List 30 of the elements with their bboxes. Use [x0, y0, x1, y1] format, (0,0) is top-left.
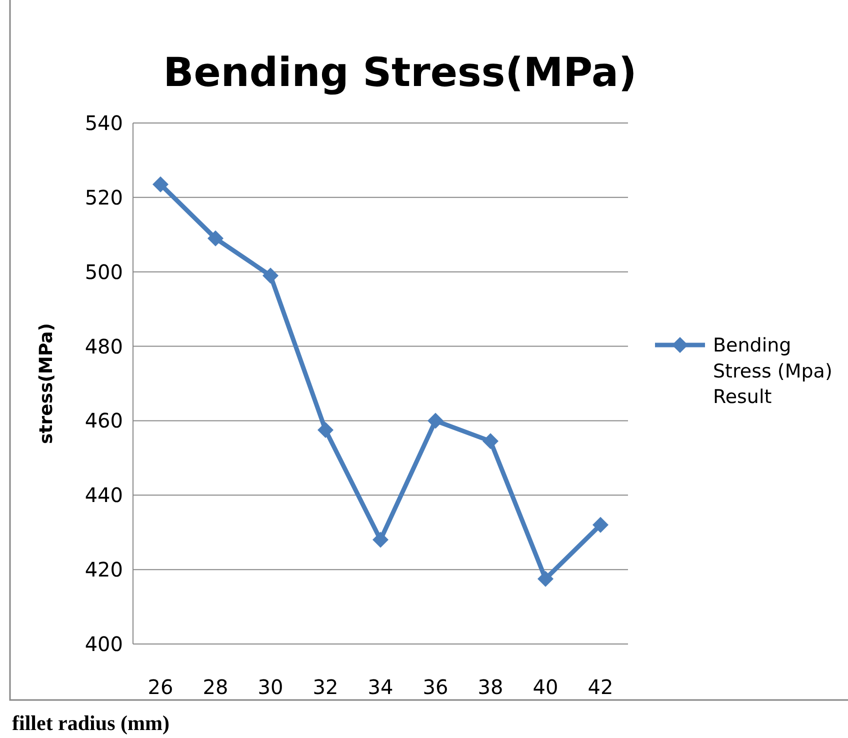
y-tick-label: 500	[84, 260, 123, 284]
x-tick-label: 36	[422, 675, 448, 699]
point	[208, 230, 224, 246]
y-tick-label: 400	[84, 632, 123, 656]
x-tick-label: 42	[588, 675, 614, 699]
y-axis-title: stress(MPa)	[36, 322, 57, 444]
x-tick-label: 38	[478, 675, 504, 699]
legend-label: Bending Stress (Mpa) Result	[713, 334, 832, 408]
y-tick-label: 420	[84, 558, 123, 582]
y-tick-label: 440	[84, 483, 123, 508]
point	[372, 532, 388, 548]
chart-title: Bending Stress(MPa)	[163, 50, 637, 96]
y-tick-label: 460	[84, 408, 123, 433]
point	[318, 422, 334, 438]
point	[482, 433, 498, 450]
point	[262, 268, 278, 284]
point	[592, 516, 608, 533]
x-tick-label: 28	[202, 675, 228, 699]
y-tick-label: 540	[84, 111, 123, 135]
y-tick-label: 480	[84, 334, 123, 358]
point	[152, 176, 168, 192]
x-tick-label: 26	[148, 675, 174, 699]
point	[538, 570, 554, 587]
x-tick-label: 30	[258, 675, 284, 699]
x-tick-label: 34	[368, 675, 394, 699]
y-tick-label: 520	[84, 185, 123, 210]
x-tick-label: 32	[312, 675, 338, 699]
x-axis-title: fillet radius (mm)	[12, 711, 170, 735]
point	[428, 412, 444, 429]
x-tick-label: 40	[532, 675, 558, 699]
